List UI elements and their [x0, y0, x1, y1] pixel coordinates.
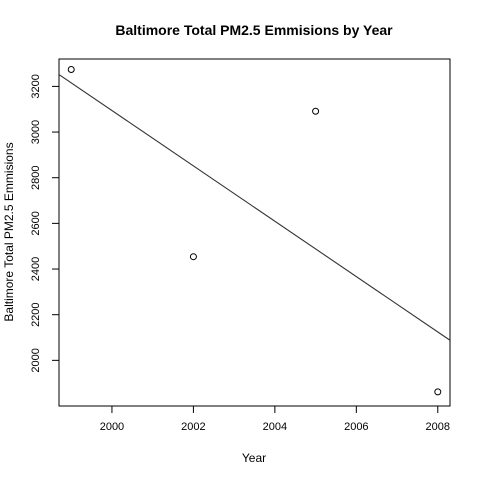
y-tick-label: 2000: [30, 348, 42, 372]
y-tick-label: 3000: [30, 120, 42, 144]
regression-line: [58, 74, 451, 341]
x-tick-label: 2004: [263, 421, 287, 433]
y-tick-label: 2200: [30, 302, 42, 326]
x-tick-label: 2000: [100, 421, 124, 433]
y-tick-label: 2400: [30, 257, 42, 281]
x-axis: 2000 2002 2004 2006 2008: [100, 406, 450, 433]
regression-line-group: [58, 74, 451, 341]
data-point: [67, 66, 75, 74]
data-point: [189, 253, 197, 261]
chart-title: Baltimore Total PM2.5 Emmisions by Year: [115, 22, 393, 38]
y-tick-label: 3200: [30, 74, 42, 98]
y-tick-label: 2600: [30, 211, 42, 235]
y-axis-label: Baltimore Total PM2.5 Emmisions: [2, 142, 16, 321]
x-tick-label: 2006: [344, 421, 368, 433]
x-tick-label: 2002: [181, 421, 205, 433]
data-point: [434, 388, 442, 396]
x-axis-label: Year: [242, 451, 266, 465]
y-tick-label: 2800: [30, 165, 42, 189]
plot-frame: [58, 58, 451, 407]
y-axis: 2000 2200 2400 2600 2800 3000 3200: [30, 74, 59, 373]
data-points: [67, 66, 442, 396]
data-point: [312, 107, 320, 115]
x-tick-label: 2008: [426, 421, 450, 433]
